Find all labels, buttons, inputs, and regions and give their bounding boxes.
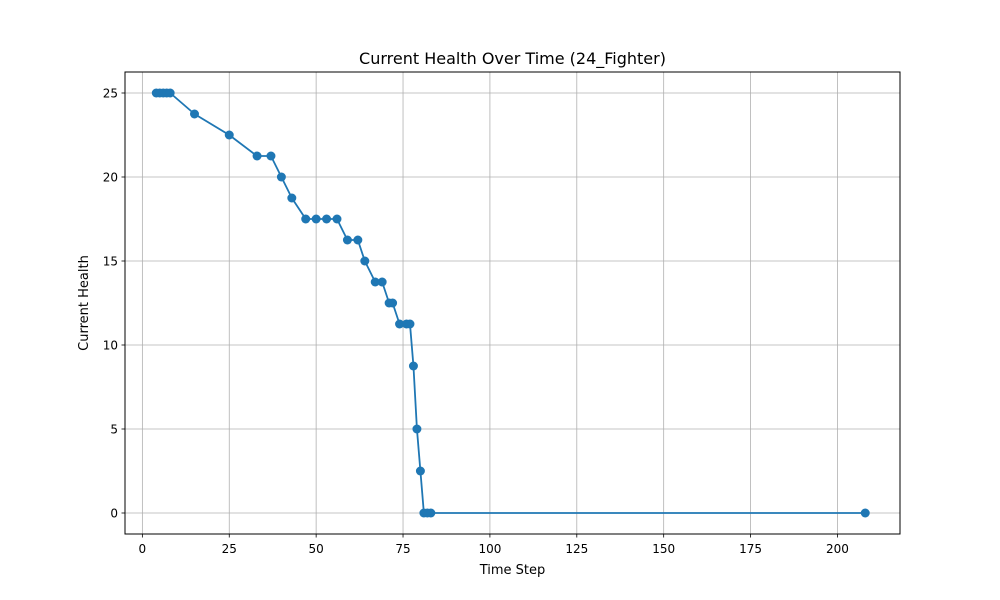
data-point	[353, 235, 363, 245]
data-point	[408, 361, 418, 371]
data-point	[287, 193, 297, 203]
y-tick-label: 15	[103, 255, 118, 269]
data-point	[395, 319, 405, 329]
data-point	[412, 424, 422, 434]
x-tick-label: 175	[739, 542, 762, 556]
data-point	[405, 319, 415, 329]
data-point	[311, 214, 321, 224]
data-point	[252, 151, 262, 161]
y-tick-label: 5	[110, 423, 118, 437]
data-series	[151, 88, 870, 518]
chart-title: Current Health Over Time (24_Fighter)	[359, 49, 666, 69]
x-tick-label: 75	[395, 542, 410, 556]
data-point	[426, 508, 436, 518]
x-tick-label: 25	[222, 542, 237, 556]
data-point	[301, 214, 311, 224]
y-tick-label: 0	[110, 507, 118, 521]
y-tick-label: 10	[103, 339, 118, 353]
data-point	[332, 214, 342, 224]
x-tick-label: 0	[139, 542, 147, 556]
x-tick-label: 125	[565, 542, 588, 556]
data-point	[388, 298, 398, 308]
data-point	[190, 109, 200, 119]
data-point	[224, 130, 234, 140]
data-point	[415, 466, 425, 476]
x-tick-label: 200	[826, 542, 849, 556]
x-tick-label: 100	[478, 542, 501, 556]
data-point	[370, 277, 380, 287]
y-tick-label: 25	[103, 87, 118, 101]
data-point	[165, 88, 175, 98]
data-point	[342, 235, 352, 245]
y-axis-label: Current Health	[77, 255, 92, 351]
data-point	[860, 508, 870, 518]
series-line	[156, 92, 866, 514]
x-axis-label: Time Step	[479, 563, 546, 578]
data-point	[266, 151, 276, 161]
data-point	[322, 214, 332, 224]
y-tick-label: 20	[103, 171, 118, 185]
data-point	[276, 172, 286, 182]
data-point	[377, 277, 387, 287]
x-tick-label: 50	[309, 542, 324, 556]
data-point	[360, 256, 370, 266]
x-tick-label: 150	[652, 542, 675, 556]
plot-area-frame	[124, 71, 901, 535]
axis-ticks: 0 25 50 75 100 125 150 175 200 0 5 10 15 20 25	[103, 87, 849, 557]
